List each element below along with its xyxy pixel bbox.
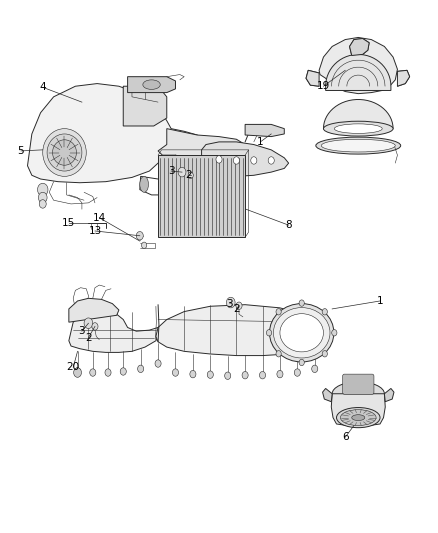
- Circle shape: [141, 242, 147, 248]
- Ellipse shape: [143, 80, 160, 90]
- Circle shape: [236, 302, 242, 310]
- Text: 19: 19: [317, 81, 330, 91]
- Polygon shape: [123, 86, 167, 126]
- Circle shape: [226, 297, 235, 308]
- Circle shape: [225, 372, 231, 379]
- Circle shape: [120, 368, 126, 375]
- Text: 2: 2: [185, 171, 192, 180]
- Polygon shape: [28, 84, 201, 183]
- Ellipse shape: [53, 140, 77, 165]
- Ellipse shape: [280, 314, 323, 352]
- Text: 2: 2: [233, 304, 240, 314]
- Ellipse shape: [269, 304, 334, 362]
- Text: 8: 8: [285, 220, 292, 230]
- Text: 3: 3: [226, 298, 233, 309]
- Circle shape: [299, 300, 304, 306]
- Ellipse shape: [332, 382, 385, 406]
- Polygon shape: [322, 389, 332, 402]
- Polygon shape: [201, 142, 289, 176]
- Text: 5: 5: [18, 146, 24, 156]
- Text: 14: 14: [93, 213, 106, 223]
- Text: 6: 6: [342, 432, 349, 442]
- Circle shape: [155, 360, 161, 367]
- Polygon shape: [69, 298, 119, 322]
- Circle shape: [299, 359, 304, 366]
- Text: 4: 4: [39, 82, 46, 92]
- Circle shape: [266, 329, 272, 336]
- FancyBboxPatch shape: [343, 374, 374, 394]
- Circle shape: [322, 351, 327, 357]
- Text: 3: 3: [78, 326, 85, 336]
- Polygon shape: [319, 37, 397, 94]
- Circle shape: [322, 309, 327, 315]
- Circle shape: [138, 365, 144, 373]
- Ellipse shape: [43, 128, 86, 176]
- Circle shape: [242, 372, 248, 379]
- Polygon shape: [127, 77, 176, 93]
- Circle shape: [105, 369, 111, 376]
- Text: 20: 20: [67, 362, 80, 372]
- Ellipse shape: [334, 124, 382, 133]
- Circle shape: [74, 368, 81, 375]
- Circle shape: [332, 329, 337, 336]
- Text: 2: 2: [85, 333, 92, 343]
- Polygon shape: [323, 100, 393, 128]
- Polygon shape: [397, 70, 410, 86]
- Polygon shape: [325, 54, 391, 91]
- Circle shape: [39, 200, 46, 208]
- Circle shape: [39, 192, 47, 203]
- Circle shape: [294, 369, 300, 376]
- Circle shape: [268, 157, 274, 164]
- Ellipse shape: [340, 410, 376, 425]
- Circle shape: [312, 365, 318, 373]
- Circle shape: [216, 156, 222, 163]
- Polygon shape: [306, 70, 319, 86]
- Text: 1: 1: [257, 137, 264, 147]
- Ellipse shape: [47, 134, 82, 171]
- Ellipse shape: [140, 176, 148, 192]
- Circle shape: [173, 369, 179, 376]
- Circle shape: [276, 351, 281, 357]
- Circle shape: [207, 371, 213, 378]
- Circle shape: [38, 183, 48, 196]
- Polygon shape: [350, 38, 369, 55]
- Ellipse shape: [323, 121, 393, 136]
- Text: 15: 15: [62, 218, 75, 228]
- Polygon shape: [158, 128, 250, 161]
- Circle shape: [251, 157, 257, 164]
- Polygon shape: [385, 389, 394, 402]
- Polygon shape: [331, 394, 385, 427]
- Polygon shape: [245, 124, 284, 136]
- Polygon shape: [156, 305, 323, 356]
- Circle shape: [92, 322, 98, 330]
- Circle shape: [136, 231, 143, 240]
- Circle shape: [277, 370, 283, 378]
- Polygon shape: [158, 155, 245, 237]
- Circle shape: [190, 370, 196, 378]
- Ellipse shape: [273, 308, 330, 358]
- Circle shape: [276, 309, 281, 315]
- Text: 1: 1: [377, 296, 383, 306]
- Circle shape: [178, 167, 186, 177]
- Ellipse shape: [316, 137, 401, 154]
- Circle shape: [84, 318, 93, 328]
- Circle shape: [259, 372, 265, 379]
- Circle shape: [233, 157, 240, 164]
- Circle shape: [188, 172, 193, 179]
- Circle shape: [74, 368, 81, 377]
- Ellipse shape: [321, 139, 395, 152]
- Text: 13: 13: [88, 226, 102, 236]
- Ellipse shape: [352, 415, 365, 421]
- Text: 3: 3: [168, 166, 174, 176]
- Ellipse shape: [336, 408, 380, 427]
- Circle shape: [90, 369, 96, 376]
- Polygon shape: [69, 312, 160, 352]
